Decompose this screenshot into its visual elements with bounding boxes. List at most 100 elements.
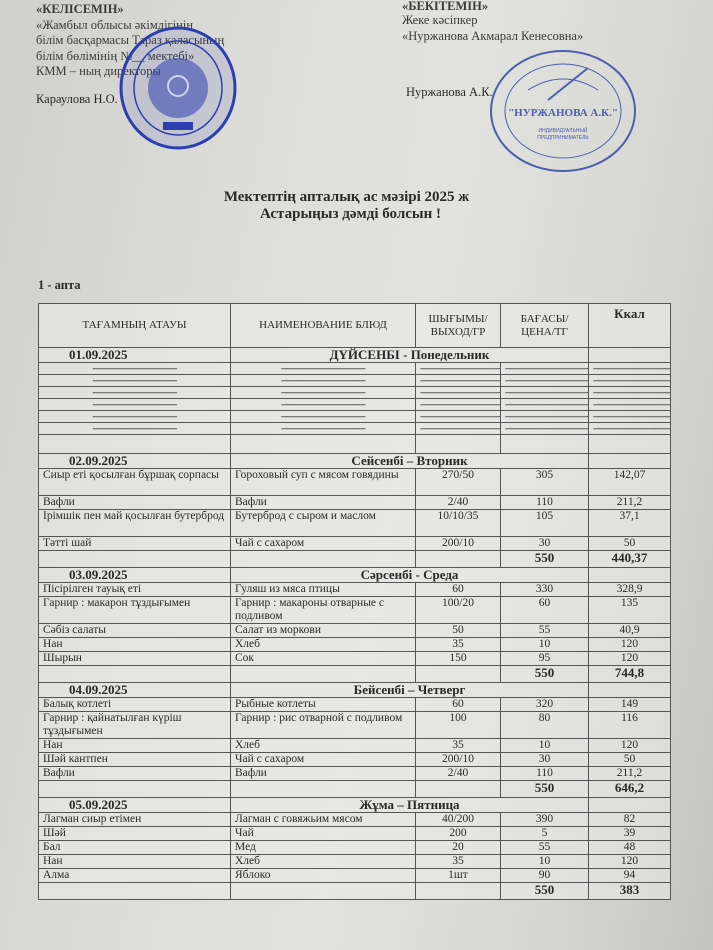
dish-name-kz: Шәй (38, 826, 231, 841)
dish-price: 55 (500, 840, 589, 855)
dish-price: 60 (500, 596, 589, 624)
dish-yield: 200/10 (415, 752, 501, 767)
dish-price: 95 (500, 651, 589, 666)
empty-cell (38, 780, 231, 798)
menu-item-row: Вафли Вафли 2/40 110 211,2 (38, 766, 671, 781)
dish-kcal: 120 (588, 738, 671, 753)
placeholder-dash: ----------------------------------------… (415, 386, 501, 399)
dish-name-kz: Балық котлеті (38, 697, 231, 712)
dish-price: 10 (500, 854, 589, 869)
dish-yield: 60 (415, 697, 501, 712)
menu-item-row: Ірімшік пен май қосылған бутерброд Бутерб… (38, 509, 671, 537)
dish-kcal: 211,2 (588, 766, 671, 781)
dish-yield: 35 (415, 854, 501, 869)
header-dish-kz: ТАҒАМНЫҢ АТАУЫ (38, 303, 231, 348)
table-body: 01.09.2025 ДҮЙСЕНБІ - Понедельник --------… (38, 347, 671, 900)
approved-line: «Нуржанова Акмарал Кенесовна» (402, 28, 584, 43)
total-kcal: 440,37 (588, 550, 671, 568)
dish-name-ru: Гуляш из мяса птицы (230, 582, 416, 597)
placeholder-row: ----------------------------------------… (38, 422, 671, 435)
dish-price: 30 (500, 536, 589, 551)
placeholder-row: ----------------------------------------… (38, 374, 671, 387)
placeholder-dash: ----------------------------------------… (415, 422, 501, 435)
menu-item-row: Тәтті шай Чай с сахаром 200/10 30 50 (38, 536, 671, 551)
day-total-row: 550 646,2 (38, 780, 671, 798)
empty-cell (415, 780, 501, 798)
empty-cell (415, 550, 501, 568)
empty-cell (588, 434, 671, 454)
day-name: Сейсенбі – Вторник (230, 453, 589, 469)
placeholder-dash: ----------------------------------------… (38, 422, 231, 435)
dish-kcal: 120 (588, 651, 671, 666)
dish-kcal: 82 (588, 812, 671, 827)
dish-price: 110 (500, 766, 589, 781)
menu-item-row: Гарнир : макарон тұздығымен Гарнир : мака… (38, 596, 671, 624)
dish-name-kz: Гарнир : макарон тұздығымен (38, 596, 231, 624)
empty-cell (38, 550, 231, 568)
placeholder-dash: ----------------------------------------… (230, 398, 416, 411)
day-total-row: 550 440,37 (38, 550, 671, 568)
dish-price: 30 (500, 752, 589, 767)
approved-line: Жеке кәсіпкер (402, 13, 478, 27)
dish-kcal: 94 (588, 868, 671, 883)
dish-kcal: 40,9 (588, 623, 671, 638)
placeholder-dash: ----------------------------------------… (38, 362, 231, 375)
menu-item-row: Балық котлеті Рыбные котлеты 60 320 149 (38, 697, 671, 712)
agreed-line: білім бөлімінің №__ мектебі» (36, 48, 195, 63)
dish-name-ru: Сок (230, 651, 416, 666)
day-header-row: 02.09.2025 Сейсенбі – Вторник (38, 453, 671, 469)
agreed-label: «КЕЛІСЕМІН» (36, 2, 124, 16)
dish-price: 10 (500, 738, 589, 753)
placeholder-dash: ----------------------------------------… (500, 386, 589, 399)
empty-cell (588, 453, 671, 469)
day-header-row: 01.09.2025 ДҮЙСЕНБІ - Понедельник (38, 347, 671, 363)
approved-signer: Нуржанова А.К. (406, 85, 493, 99)
menu-item-row: Лагман сиыр етімен Лагман с говяжьим мясо… (38, 812, 671, 827)
day-date: 03.09.2025 (38, 567, 231, 583)
menu-item-row: Сиыр еті қосылған бұршақ сорпасы Гороховы… (38, 468, 671, 496)
day-name: Жұма – Пятница (230, 797, 589, 813)
dish-name-ru: Гороховый суп с мясом говядины (230, 468, 416, 496)
dish-price: 55 (500, 623, 589, 638)
agreed-line: КММ – ның директоры (36, 64, 161, 78)
dish-name-kz: Пісірілген тауық еті (38, 582, 231, 597)
page-subtitle: Астарыңыз дәмді болсын ! (259, 206, 442, 222)
placeholder-dash: ----------------------------------------… (588, 398, 671, 411)
day-name: ДҮЙСЕНБІ - Понедельник (230, 347, 589, 363)
total-kcal: 744,8 (588, 665, 671, 683)
placeholder-row: ----------------------------------------… (38, 362, 671, 375)
dish-name-kz: Нан (38, 738, 231, 753)
dish-kcal: 120 (588, 854, 671, 869)
placeholder-dash: ----------------------------------------… (500, 410, 589, 423)
dish-price: 5 (500, 826, 589, 841)
dish-name-kz: Сиыр еті қосылған бұршақ сорпасы (38, 468, 231, 496)
dish-yield: 40/200 (415, 812, 501, 827)
empty-cell (230, 550, 416, 568)
dish-name-kz: Вафли (38, 766, 231, 781)
placeholder-dash: ----------------------------------------… (588, 410, 671, 423)
table-header-row: ТАҒАМНЫҢ АТАУЫ НАИМЕНОВАНИЕ БЛЮД ШЫҒЫМЫ/… (38, 303, 671, 348)
empty-cell (230, 780, 416, 798)
dish-name-ru: Рыбные котлеты (230, 697, 416, 712)
day-date: 01.09.2025 (38, 347, 231, 363)
placeholder-dash: ----------------------------------------… (230, 410, 416, 423)
dish-price: 110 (500, 495, 589, 510)
dish-name-kz: Нан (38, 854, 231, 869)
menu-item-row: Шырын Сок 150 95 120 (38, 651, 671, 666)
dish-name-kz: Ірімшік пен май қосылған бутерброд (38, 509, 231, 537)
placeholder-dash: ----------------------------------------… (588, 422, 671, 435)
menu-item-row: Нан Хлеб 35 10 120 (38, 854, 671, 869)
placeholder-dash: ----------------------------------------… (415, 362, 501, 375)
day-date: 02.09.2025 (38, 453, 231, 469)
placeholder-dash: ----------------------------------------… (38, 398, 231, 411)
svg-text:ИНДИВИДУАЛЬНЫЙ: ИНДИВИДУАЛЬНЫЙ (538, 126, 587, 134)
dish-yield: 20 (415, 840, 501, 855)
dish-name-ru: Хлеб (230, 854, 416, 869)
empty-cell (588, 682, 671, 698)
dish-price: 80 (500, 711, 589, 739)
dish-name-ru: Бутерброд с сыром и маслом (230, 509, 416, 537)
dish-name-ru: Яблоко (230, 868, 416, 883)
empty-cell (588, 797, 671, 813)
placeholder-dash: ----------------------------------------… (415, 374, 501, 387)
dish-yield: 2/40 (415, 766, 501, 781)
